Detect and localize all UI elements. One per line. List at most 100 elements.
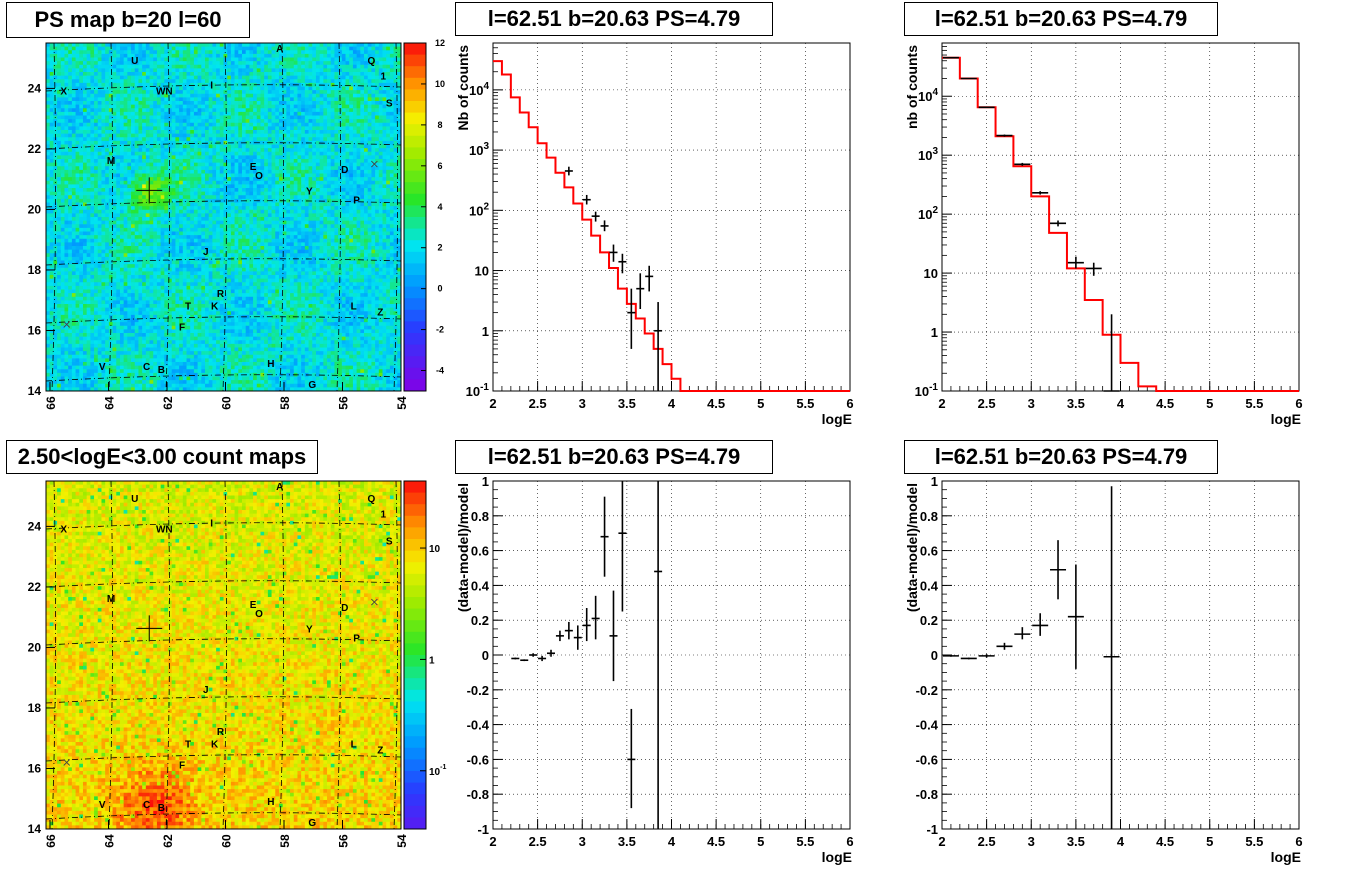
map-pixel (108, 206, 113, 211)
map-pixel (230, 97, 235, 102)
map-pixel (190, 293, 195, 298)
map-pixel (175, 184, 180, 189)
map-pixel (160, 235, 165, 240)
map-pixel (190, 380, 195, 385)
map-pixel (171, 151, 176, 156)
map-pixel (190, 202, 195, 207)
map-pixel (205, 177, 210, 182)
map-pixel (190, 64, 195, 69)
map-pixel (105, 289, 110, 294)
map-pixel (105, 93, 110, 98)
map-pixel (105, 340, 110, 345)
map-pixel (223, 253, 228, 258)
map-pixel (75, 140, 80, 145)
map-pixel (197, 68, 202, 73)
map-pixel (57, 231, 62, 236)
map-pixel (168, 144, 173, 149)
map-pixel (197, 343, 202, 348)
map-pixel (179, 126, 184, 131)
map-pixel (149, 253, 154, 258)
map-pixel (205, 119, 210, 124)
map-pixel (101, 242, 106, 247)
map-pixel (186, 177, 191, 182)
map-pixel (97, 253, 102, 258)
map-pixel (119, 209, 125, 214)
map-pixel (208, 351, 213, 356)
map-pixel (145, 72, 150, 77)
map-pixel (234, 322, 239, 327)
map-pixel (179, 184, 184, 189)
map-pixel (105, 285, 110, 290)
map-pixel (112, 289, 117, 294)
map-pixel (134, 213, 139, 218)
map-pixel (134, 72, 139, 77)
map-pixel (175, 148, 180, 153)
map-pixel (53, 296, 58, 301)
map-pixel (112, 140, 117, 145)
map-pixel (46, 311, 51, 316)
map-pixel (75, 202, 80, 207)
map-pixel (223, 376, 228, 381)
map-pixel (112, 75, 117, 80)
map-pixel (131, 97, 136, 102)
map-pixel (60, 275, 65, 280)
map-pixel (212, 217, 217, 222)
map-pixel (223, 238, 228, 243)
map-pixel (101, 293, 106, 298)
map-pixel (75, 217, 80, 222)
map-pixel (208, 173, 213, 178)
map-pixel (149, 148, 154, 153)
map-pixel (138, 340, 143, 345)
map-pixel (64, 238, 69, 243)
map-pixel (60, 90, 65, 95)
map-pixel (97, 278, 102, 283)
map-pixel (90, 275, 95, 280)
map-pixel (227, 282, 232, 287)
map-pixel (193, 336, 199, 341)
map-pixel (131, 220, 136, 225)
map-pixel (138, 264, 143, 269)
map-pixel (75, 169, 80, 174)
map-pixel (108, 93, 113, 98)
map-pixel (171, 119, 176, 124)
map-pixel (75, 61, 80, 66)
map-pixel (116, 108, 121, 113)
map-pixel (186, 140, 191, 145)
map-pixel (212, 86, 217, 91)
map-pixel (227, 275, 232, 280)
map-pixel (149, 202, 154, 207)
map-pixel (53, 50, 58, 55)
map-pixel (175, 340, 180, 345)
map-pixel (68, 82, 73, 87)
map-pixel (168, 140, 173, 145)
map-pixel (64, 82, 69, 87)
map-pixel (223, 285, 228, 290)
map-pixel (71, 202, 76, 207)
map-pixel (153, 300, 158, 305)
map-pixel (153, 271, 158, 276)
map-pixel (149, 351, 154, 356)
map-pixel (197, 155, 202, 160)
map-pixel (175, 177, 180, 182)
map-pixel (149, 68, 154, 73)
map-pixel (234, 304, 239, 309)
map-pixel (193, 86, 199, 91)
map-pixel (112, 253, 117, 258)
map-pixel (175, 267, 180, 272)
map-pixel (182, 119, 187, 124)
map-pixel (212, 151, 217, 156)
map-pixel (60, 224, 65, 229)
map-pixel (53, 271, 58, 276)
map-pixel (160, 97, 165, 102)
map-pixel (219, 253, 224, 258)
map-pixel (190, 220, 195, 225)
map-pixel (127, 231, 132, 236)
map-pixel (94, 151, 99, 156)
map-pixel (212, 188, 217, 193)
map-pixel (82, 111, 88, 116)
map-pixel (168, 130, 173, 135)
map-pixel (60, 82, 65, 87)
map-pixel (46, 195, 51, 200)
map-pixel (71, 376, 76, 381)
map-pixel (219, 256, 224, 261)
